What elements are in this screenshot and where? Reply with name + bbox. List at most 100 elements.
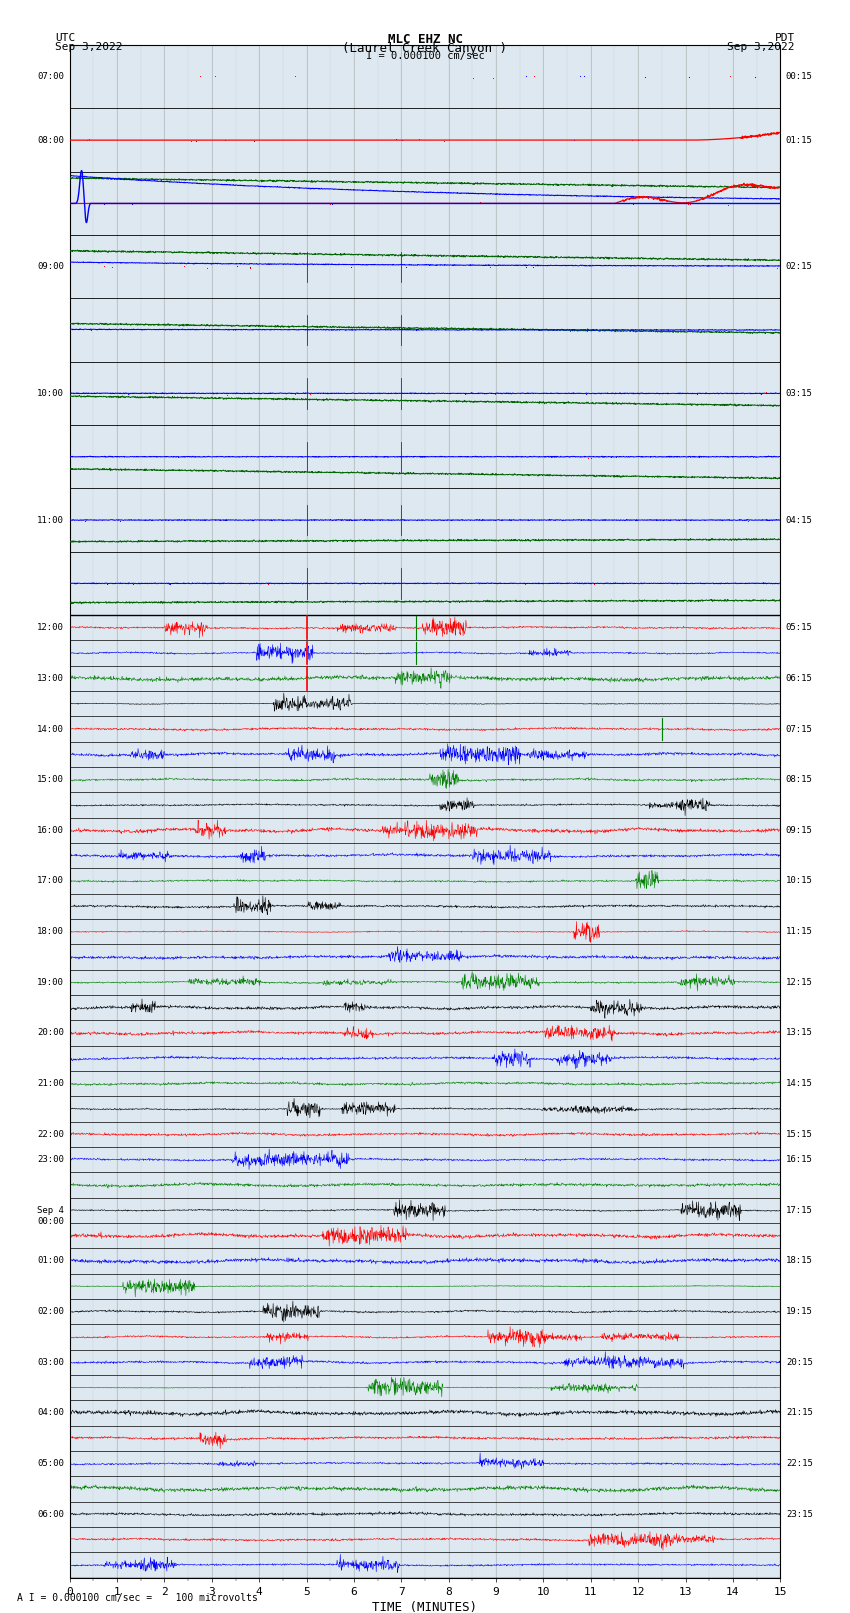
Text: 01:00: 01:00 [37,1257,64,1266]
Point [288,381,302,406]
Point [486,65,500,90]
Text: 04:15: 04:15 [786,516,813,524]
Point [649,316,663,342]
Point [410,506,423,532]
Text: 12:15: 12:15 [786,977,813,987]
Point [634,316,648,342]
Point [287,63,301,89]
Point [483,255,496,281]
Point [97,253,110,279]
X-axis label: TIME (MINUTES): TIME (MINUTES) [372,1600,478,1613]
Text: 23:15: 23:15 [786,1510,813,1519]
Point [489,382,502,408]
Point [276,508,290,534]
Point [303,190,316,216]
Point [527,63,541,89]
Text: 21:15: 21:15 [786,1408,813,1418]
Text: 16:00: 16:00 [37,826,64,836]
Point [246,127,260,153]
Text: 05:15: 05:15 [786,623,813,632]
Point [580,381,593,406]
Point [303,381,317,406]
Point [98,192,111,218]
Point [769,506,783,532]
Text: (Laurel Creek Canyon ): (Laurel Creek Canyon ) [343,42,507,55]
Point [412,126,426,152]
Point [577,63,591,89]
Text: UTC: UTC [55,32,76,44]
Text: 10:15: 10:15 [786,876,813,886]
Point [455,569,468,595]
Point [220,382,234,408]
Point [126,192,139,218]
Point [326,190,339,216]
Text: 20:00: 20:00 [37,1029,64,1037]
Point [626,192,640,218]
Point [683,444,696,469]
Point [567,127,581,153]
Text: 22:15: 22:15 [786,1460,813,1468]
Point [194,63,207,89]
Point [661,318,675,344]
Point [706,126,719,152]
Text: 02:00: 02:00 [37,1307,64,1316]
Text: 07:00: 07:00 [37,73,64,81]
Point [681,190,694,216]
Point [573,63,586,89]
Point [343,255,357,281]
Point [628,316,642,342]
Text: 13:00: 13:00 [37,674,64,682]
Point [665,444,678,469]
Text: PDT: PDT [774,32,795,44]
Point [162,571,176,597]
Point [137,381,150,406]
Point [548,506,562,532]
Point [81,127,94,153]
Point [208,63,222,89]
Text: 17:15: 17:15 [786,1207,813,1215]
Text: 02:15: 02:15 [786,263,813,271]
Point [545,444,558,469]
Point [83,190,97,216]
Point [201,255,214,281]
Point [105,253,119,279]
Point [721,192,734,218]
Text: I = 0.000100 cm/sec: I = 0.000100 cm/sec [366,50,484,61]
Text: 00:15: 00:15 [786,73,813,81]
Text: 11:15: 11:15 [786,927,813,936]
Text: 11:00: 11:00 [37,516,64,524]
Point [586,571,600,597]
Text: 19:00: 19:00 [37,977,64,987]
Text: 06:00: 06:00 [37,1510,64,1519]
Text: 08:15: 08:15 [786,776,813,784]
Point [163,571,177,597]
Text: 09:15: 09:15 [786,826,813,836]
Point [425,506,439,532]
Point [749,316,762,342]
Text: 14:00: 14:00 [37,724,64,734]
Text: 23:00: 23:00 [37,1155,64,1165]
Text: A I = 0.000100 cm/sec =    100 microvolts: A I = 0.000100 cm/sec = 100 microvolts [17,1594,258,1603]
Text: 08:00: 08:00 [37,135,64,145]
Point [754,381,768,406]
Point [638,65,652,90]
Point [601,444,615,469]
Point [692,444,706,469]
Text: 05:00: 05:00 [37,1460,64,1468]
Point [700,253,714,279]
Point [503,569,517,595]
Text: MLC EHZ NC: MLC EHZ NC [388,32,462,47]
Text: 16:15: 16:15 [786,1155,813,1165]
Point [720,444,734,469]
Point [722,571,735,597]
Point [436,506,450,532]
Point [746,444,760,469]
Point [261,571,275,597]
Point [748,65,762,90]
Point [389,126,403,152]
Point [195,190,208,216]
Text: 10:00: 10:00 [37,389,64,398]
Point [70,571,83,597]
Text: 17:00: 17:00 [37,876,64,886]
Point [581,445,595,471]
